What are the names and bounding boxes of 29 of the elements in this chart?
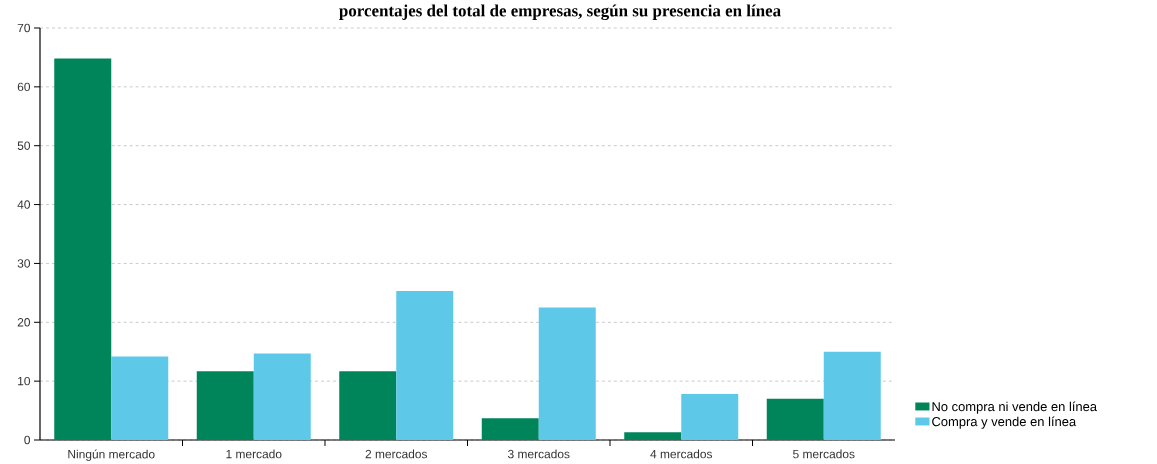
x-tick-label: 3 mercados — [507, 449, 570, 459]
bar — [766, 398, 824, 440]
bar — [111, 356, 169, 440]
y-tick-label: 70 — [17, 23, 31, 33]
bar — [54, 58, 112, 440]
y-tick-label: 20 — [17, 318, 31, 327]
bar — [624, 432, 682, 440]
x-tick-label: 5 mercados — [793, 449, 855, 459]
y-tick-label: 0 — [24, 435, 31, 445]
legend-label: No compra ni vende en línea — [932, 401, 1098, 414]
bar — [681, 394, 739, 440]
x-tick-label: 4 mercados — [650, 449, 713, 459]
bar — [538, 307, 596, 440]
bar — [481, 418, 539, 440]
x-tick-label: Ningún mercado — [68, 449, 155, 461]
bar — [396, 291, 454, 440]
bar — [823, 351, 881, 440]
y-tick-label: 50 — [17, 141, 31, 150]
bar — [339, 371, 397, 440]
y-tick-label: 40 — [17, 200, 31, 209]
chart-title: porcentajes del total de empresas, según su presencia en línea — [339, 4, 781, 21]
bar — [196, 371, 254, 440]
x-tick-label: 2 mercados — [365, 449, 428, 459]
bar — [253, 353, 311, 440]
y-tick-label: 30 — [17, 259, 31, 268]
x-tick-label: 1 mercado — [226, 449, 282, 459]
legend-label: Compra y vende en línea — [932, 416, 1077, 429]
y-tick-label: 10 — [18, 376, 31, 386]
y-tick-label: 60 — [17, 82, 31, 92]
